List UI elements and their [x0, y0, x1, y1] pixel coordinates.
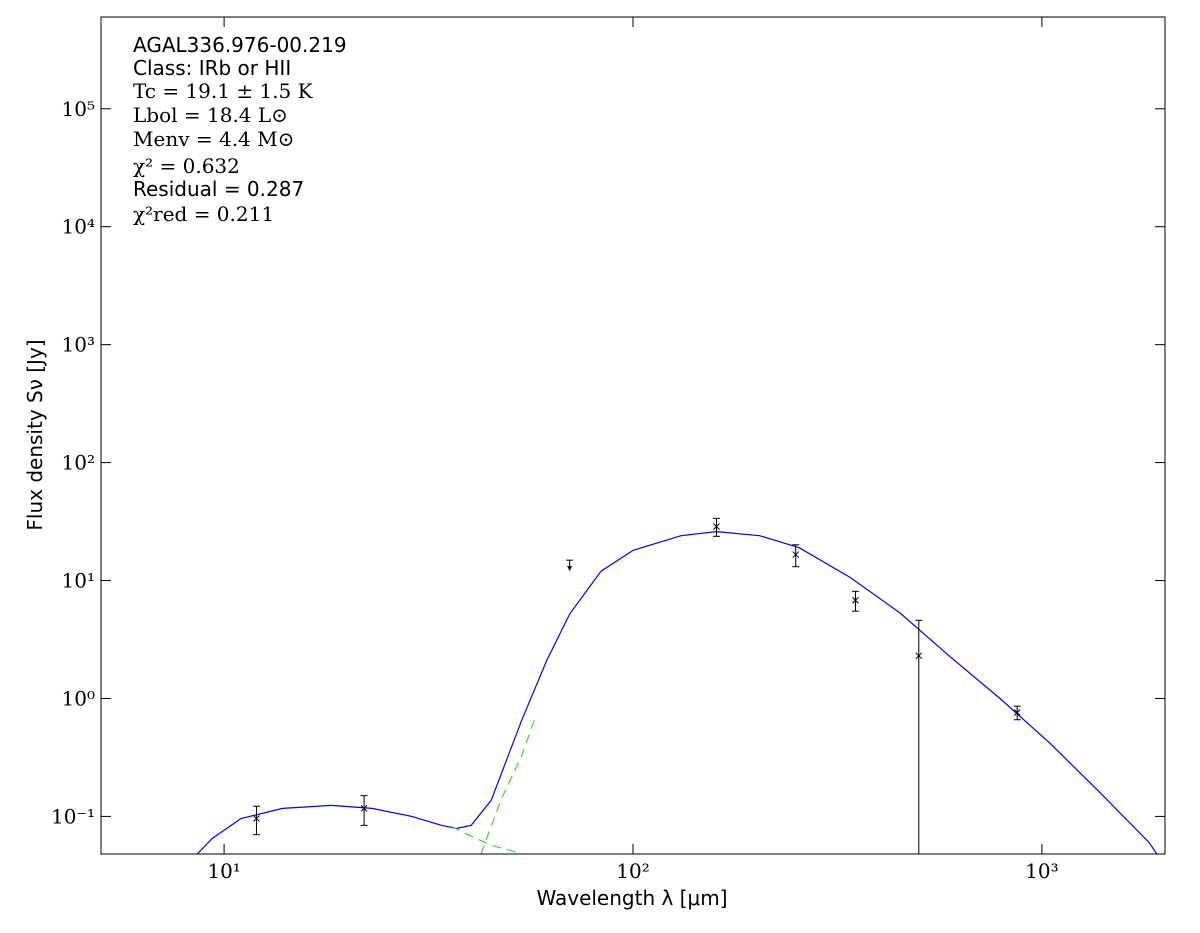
error-bar [712, 517, 720, 537]
plot-frame [100, 16, 1166, 855]
annotation: Lbol = 18.4 L⊙ [133, 103, 288, 127]
x-axis-label: Wavelength λ [μm] [536, 886, 727, 910]
y-tick-label: 10³ [62, 333, 95, 357]
error-bar [252, 805, 260, 836]
model-curve [196, 530, 1158, 854]
annotation: AGAL336.976-00.219 [133, 33, 347, 57]
annotation: Residual = 0.287 [133, 177, 304, 201]
annotation: Menv = 4.4 M⊙ [133, 127, 294, 151]
data-point [792, 551, 800, 558]
data-point [360, 805, 368, 812]
plot-area [196, 517, 1158, 854]
error-bar [360, 795, 368, 826]
y-tick-label: 10² [62, 451, 95, 475]
error-bar [851, 590, 859, 612]
data-point [915, 652, 923, 660]
y-tick-label: 10⁻¹ [51, 804, 95, 828]
error-bar [915, 619, 923, 854]
limit-arrow [567, 566, 573, 572]
y-tick-label: 10¹ [62, 569, 95, 593]
y-axis-label: Flux density Sν [Jy] [23, 339, 47, 530]
x-tick-label: 10² [616, 859, 649, 883]
annotation: χ²red = 0.211 [133, 202, 274, 226]
annotation: χ² = 0.632 [133, 154, 240, 178]
y-tick-label: 10⁰ [62, 686, 95, 710]
data-point [1013, 709, 1021, 716]
data-point [253, 815, 260, 822]
component-curve [480, 714, 537, 854]
component-curve [451, 826, 516, 853]
y-tick-label: 10⁵ [62, 97, 95, 121]
data-point [852, 596, 859, 604]
x-tick-label: 10³ [1025, 859, 1058, 883]
x-tick-label: 10¹ [207, 859, 240, 883]
upper-limit [566, 559, 574, 572]
y-tick-label: 10⁴ [62, 215, 95, 239]
annotation: Class: IRb or HII [133, 56, 291, 80]
data-point [713, 523, 720, 530]
annotation: Tc = 19.1 ± 1.5 K [133, 79, 314, 103]
error-bar [792, 544, 800, 568]
